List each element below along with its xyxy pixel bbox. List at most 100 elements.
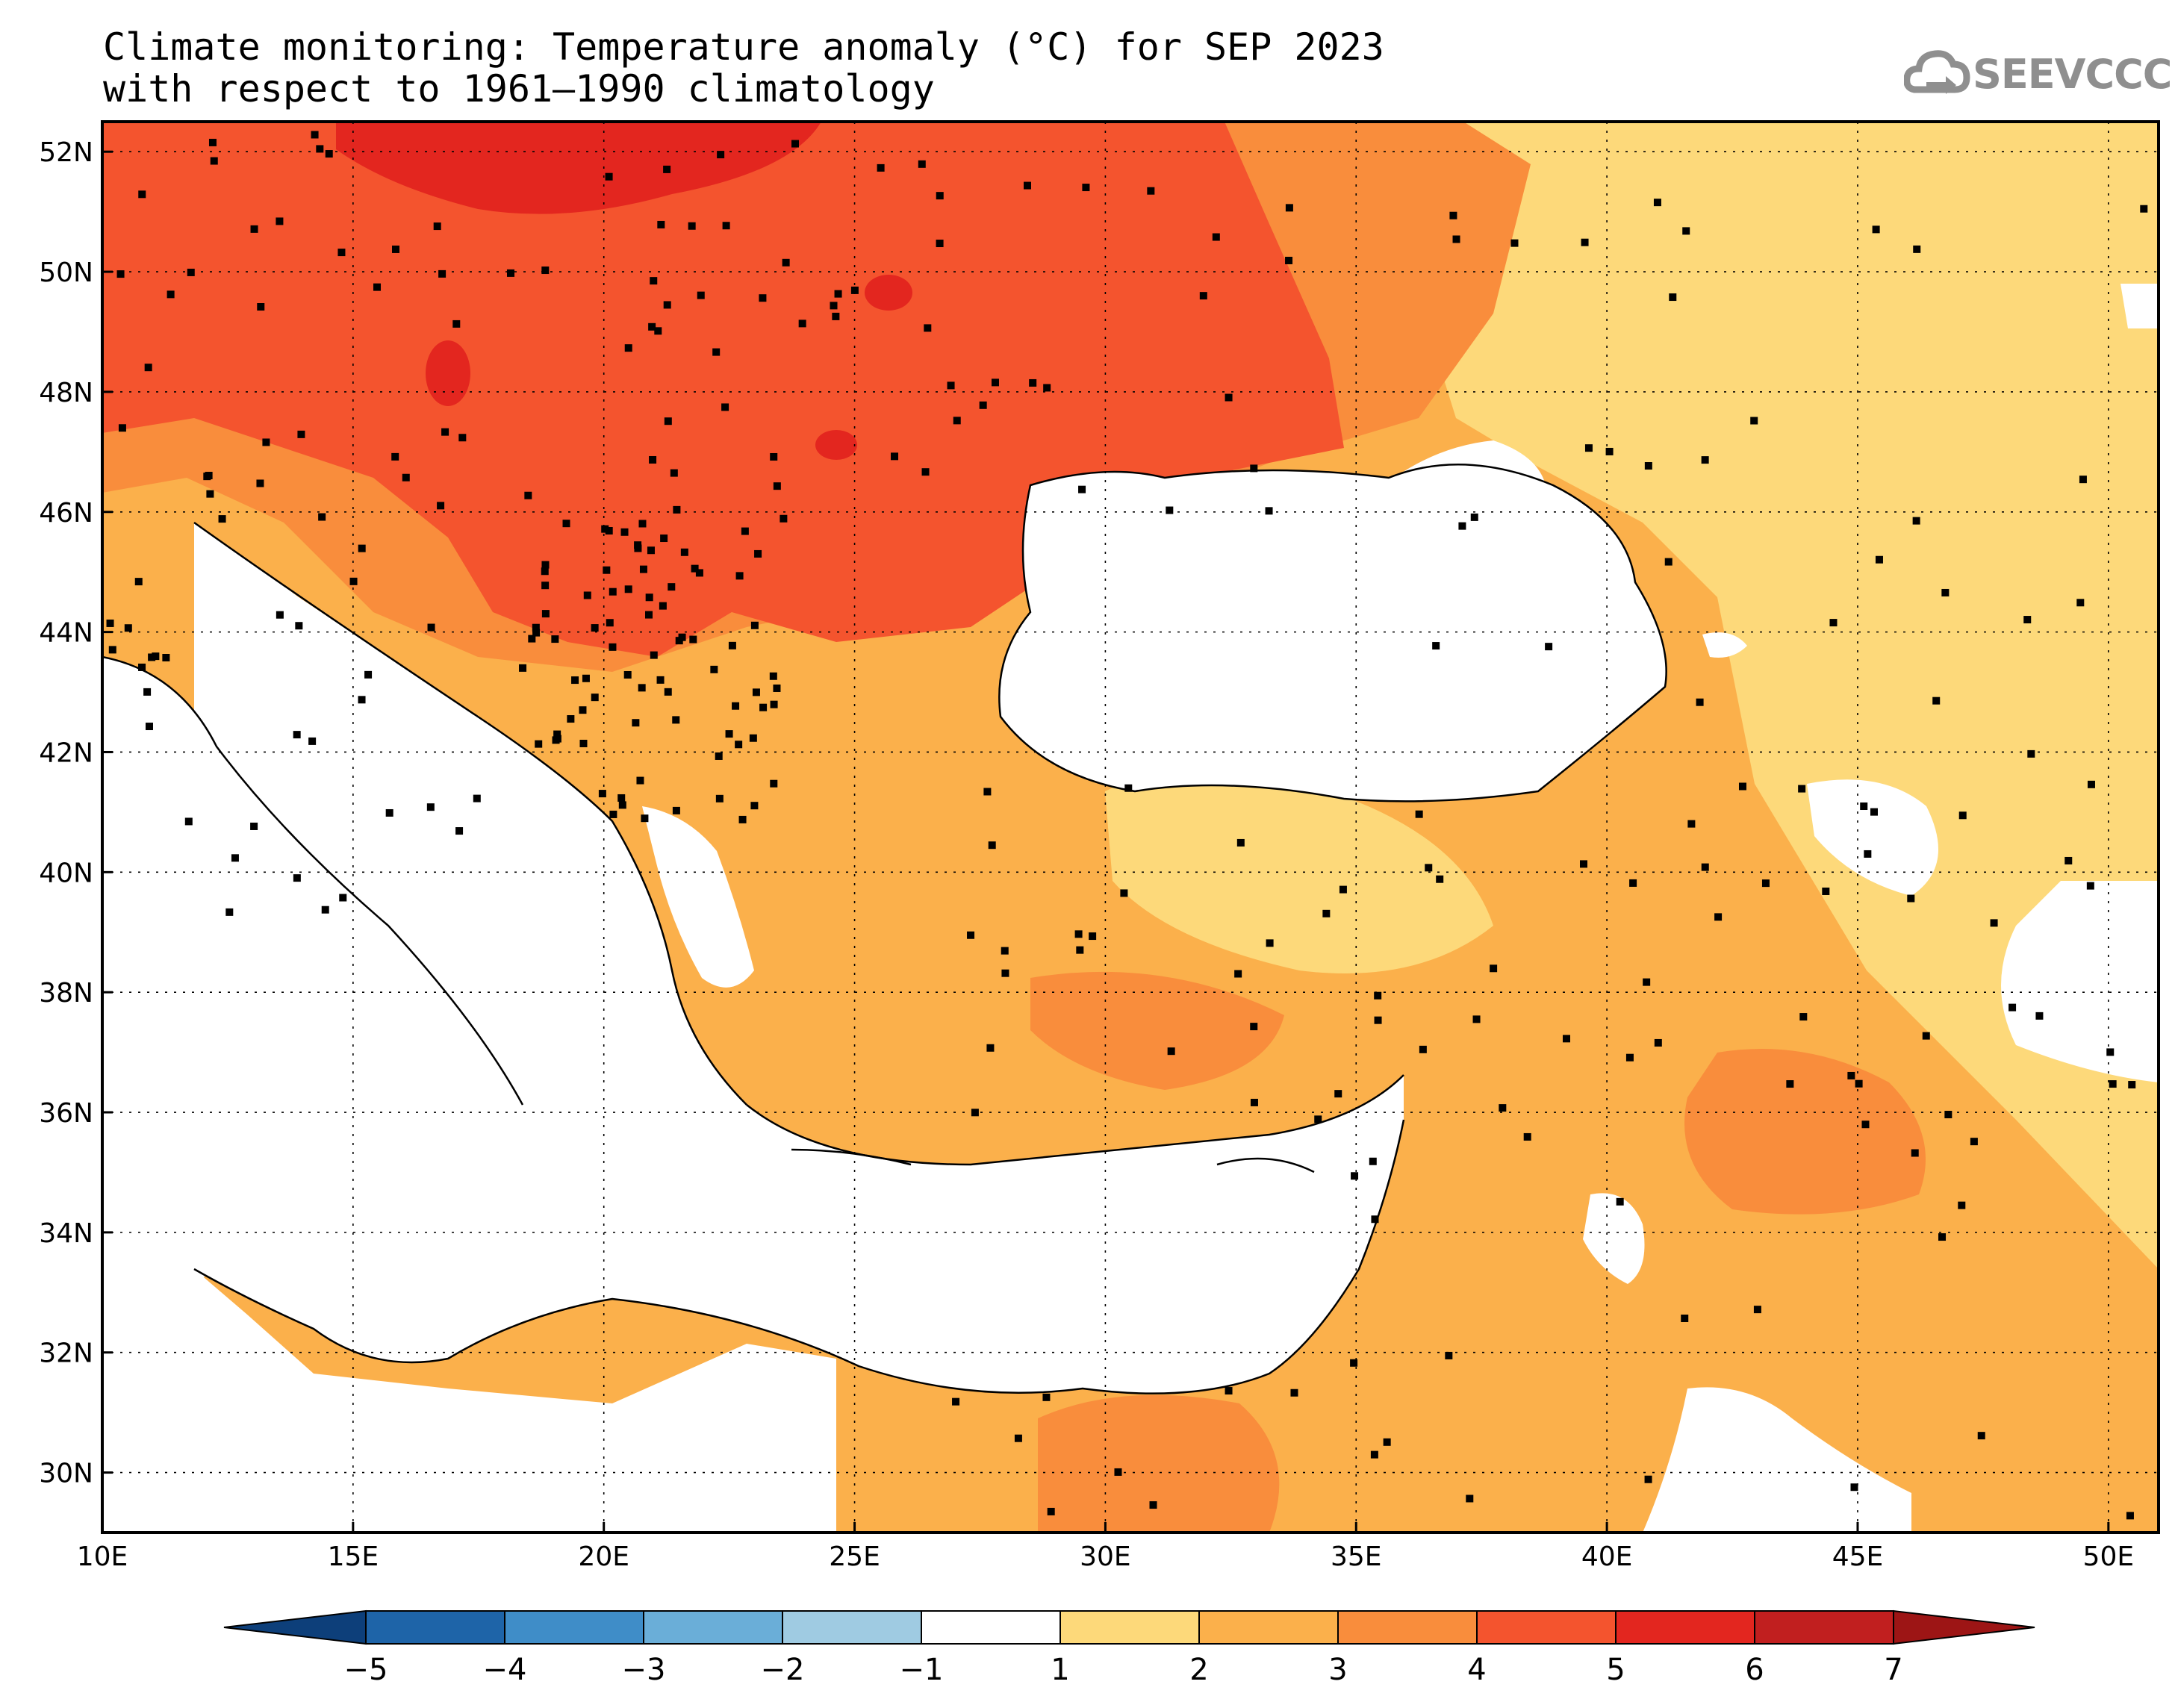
station-marker	[680, 548, 688, 556]
station-marker	[187, 268, 195, 276]
station-marker	[953, 417, 961, 425]
colorbar-label: 5	[1606, 1653, 1625, 1687]
station-marker	[293, 874, 301, 882]
lat-tick-label: 42N	[39, 738, 93, 768]
station-marker	[659, 602, 667, 610]
colorbar-label: 4	[1467, 1653, 1486, 1687]
station-marker	[1562, 1035, 1570, 1043]
colorbar-segment	[921, 1610, 1061, 1645]
station-marker	[967, 931, 975, 939]
station-marker	[225, 908, 234, 916]
colorbar-segment	[643, 1610, 783, 1645]
station-marker	[609, 587, 617, 596]
station-marker	[1449, 211, 1457, 219]
station-marker	[364, 670, 373, 679]
station-marker	[567, 715, 575, 723]
lat-tick-label: 48N	[39, 378, 93, 408]
station-marker	[1076, 946, 1084, 954]
station-marker	[673, 505, 681, 514]
colorbar-label: 1	[1051, 1653, 1069, 1687]
station-marker	[1932, 696, 1941, 705]
station-marker	[541, 561, 550, 569]
station-marker	[532, 623, 540, 632]
station-marker	[598, 790, 606, 798]
gridlines	[102, 122, 2159, 1533]
lat-tick-label: 38N	[39, 978, 93, 1009]
station-marker	[210, 157, 218, 165]
colorbar-label: −3	[622, 1653, 666, 1687]
station-marker	[2027, 749, 2035, 758]
station-marker	[1970, 1138, 1978, 1146]
station-marker	[979, 401, 987, 409]
station-marker	[645, 593, 653, 602]
station-marker	[1958, 811, 1967, 820]
station-marker	[1847, 1071, 1855, 1079]
station-marker	[1958, 1201, 1966, 1209]
lon-tick-label: 20E	[578, 1542, 629, 1572]
station-marker	[145, 723, 153, 731]
station-marker	[609, 810, 617, 818]
station-marker	[519, 664, 527, 672]
station-marker	[295, 622, 303, 630]
station-marker	[650, 651, 658, 659]
station-marker	[1490, 964, 1498, 973]
station-marker	[728, 641, 736, 649]
station-marker	[663, 301, 671, 309]
station-marker	[605, 527, 613, 535]
station-marker	[623, 670, 632, 679]
syria-no-data	[1583, 1193, 1645, 1284]
station-marker	[579, 706, 587, 714]
lon-tick-label: 50E	[2083, 1542, 2135, 1572]
station-marker	[983, 788, 992, 796]
station-marker	[620, 528, 629, 536]
station-marker	[256, 479, 264, 487]
station-marker	[773, 482, 781, 490]
colorbar-label: 6	[1745, 1653, 1764, 1687]
colorbar-segment	[1615, 1610, 1755, 1645]
station-marker	[1334, 1090, 1342, 1098]
station-marker	[1212, 233, 1220, 241]
lat-tick-label: 32N	[39, 1338, 93, 1369]
station-marker	[1941, 588, 1950, 596]
caucasus-no-data	[1807, 779, 1938, 896]
station-marker	[952, 1397, 960, 1406]
station-marker	[603, 566, 611, 574]
station-marker	[1149, 1501, 1157, 1509]
station-marker	[850, 286, 859, 294]
station-marker	[664, 688, 672, 696]
lon-tick-label: 30E	[1080, 1542, 1131, 1572]
station-marker	[1029, 378, 1037, 387]
station-marker	[754, 549, 762, 558]
station-marker	[231, 854, 239, 862]
station-marker	[991, 378, 999, 387]
station-marker	[832, 312, 840, 320]
station-marker	[773, 684, 781, 692]
logo-text: SEEVCCC	[1973, 51, 2172, 98]
station-marker	[541, 267, 550, 275]
station-marker	[427, 623, 435, 632]
station-marker	[2106, 1048, 2115, 1056]
station-marker	[1265, 507, 1273, 515]
station-marker	[2035, 1012, 2044, 1020]
anomaly-band-5-6-spot-b	[426, 340, 470, 406]
station-marker	[532, 629, 541, 637]
colorbar-label: −2	[761, 1653, 805, 1687]
station-marker	[1166, 506, 1174, 514]
station-marker	[1644, 1475, 1652, 1483]
station-marker	[1875, 555, 1883, 564]
station-marker	[1120, 889, 1128, 897]
station-marker	[1351, 1172, 1359, 1180]
lat-tick-label: 52N	[39, 137, 93, 168]
station-marker	[695, 569, 703, 577]
station-marker	[749, 734, 757, 742]
station-marker	[1510, 239, 1519, 247]
lat-tick-label: 36N	[39, 1098, 93, 1129]
station-marker	[1545, 643, 1553, 651]
station-marker	[1199, 292, 1207, 300]
station-marker	[1738, 782, 1746, 791]
station-marker	[337, 249, 346, 257]
station-marker	[452, 320, 461, 328]
station-marker	[1290, 1388, 1298, 1397]
station-marker	[1870, 808, 1878, 816]
station-marker	[571, 676, 579, 685]
